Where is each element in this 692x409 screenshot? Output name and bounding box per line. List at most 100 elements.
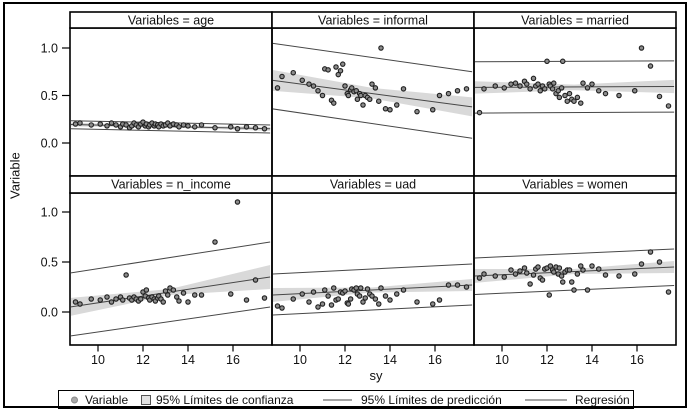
data-point (656, 259, 663, 265)
data-point (330, 285, 337, 291)
data-point (104, 294, 110, 300)
panel-women (475, 248, 675, 298)
data-point (353, 285, 359, 291)
data-point (160, 299, 167, 305)
data-point (234, 199, 241, 205)
data-point (123, 122, 129, 128)
data-point (261, 126, 268, 132)
data-point (549, 86, 556, 92)
facet-strip (473, 175, 677, 194)
data-point (436, 297, 443, 303)
data-point (550, 269, 557, 275)
data-point (481, 271, 487, 277)
prediction-lower-line (273, 108, 473, 139)
panel-married (475, 45, 675, 116)
data-point (589, 81, 595, 87)
data-point (97, 297, 104, 303)
data-point (108, 299, 115, 305)
data-point (665, 103, 672, 109)
data-point (537, 88, 543, 94)
facet-strip-label: Variables = uad (330, 178, 416, 192)
data-point (198, 292, 205, 298)
data-point (665, 289, 672, 295)
data-point (310, 83, 317, 89)
data-point (279, 305, 285, 311)
data-point (574, 271, 581, 277)
facet-strip-label: Variables = married (521, 14, 629, 28)
data-point (347, 296, 354, 302)
data-point (342, 83, 348, 89)
data-point (558, 273, 565, 279)
data-point (261, 295, 268, 301)
data-point (387, 107, 393, 113)
data-point (375, 98, 382, 104)
prediction-lower-line (475, 111, 675, 114)
prediction-lower-line (273, 304, 473, 316)
data-point (445, 90, 452, 97)
data-point (165, 292, 171, 298)
data-point (252, 125, 259, 131)
data-point (656, 93, 663, 100)
data-point (544, 58, 550, 65)
data-point (335, 296, 341, 302)
data-point (345, 92, 352, 99)
data-point (104, 123, 110, 129)
data-point (382, 293, 389, 299)
data-point (364, 286, 371, 292)
data-point (476, 109, 483, 116)
data-point (180, 290, 187, 296)
data-point (138, 296, 144, 302)
data-point (88, 296, 95, 302)
prediction-upper-line (273, 263, 473, 275)
data-point (113, 122, 119, 128)
data-point (113, 296, 119, 302)
data-point (375, 301, 382, 307)
data-point (595, 266, 602, 272)
prediction-line-icon (323, 399, 352, 400)
data-point (393, 291, 400, 297)
data-point (279, 73, 285, 80)
x-tick-label: 14 (383, 353, 397, 367)
data-point (530, 272, 537, 278)
data-point (539, 277, 546, 283)
data-point (571, 98, 577, 104)
data-point (584, 287, 591, 293)
facet-strip-label: Variables = women (522, 178, 628, 192)
data-point (631, 271, 638, 277)
data-point (414, 299, 420, 305)
data-point (77, 301, 83, 307)
x-tick-label: 10 (293, 353, 307, 367)
data-point (501, 85, 507, 91)
data-point (372, 296, 379, 302)
data-point (357, 92, 364, 99)
data-point (198, 122, 205, 128)
data-point (306, 299, 312, 305)
data-point (535, 81, 541, 87)
x-axis-title: sy (369, 368, 383, 383)
data-point (353, 88, 359, 94)
data-point (274, 85, 281, 91)
data-point (492, 273, 498, 279)
legend-label-prediction: 95% Límites de predicción (361, 392, 502, 407)
data-point (321, 287, 328, 293)
facet-strip-label: Variables = n_income (111, 178, 231, 192)
data-point (556, 265, 563, 271)
legend-label-confidence: 95% Límites de confianza (156, 392, 294, 407)
prediction-upper-line (71, 241, 271, 274)
data-point (378, 45, 384, 51)
data-point (414, 108, 420, 115)
data-point (400, 86, 407, 92)
data-point (508, 267, 514, 273)
data-point (162, 288, 169, 294)
data-point (602, 272, 609, 278)
data-point (647, 249, 654, 255)
data-point (556, 94, 563, 101)
data-point (638, 45, 645, 51)
data-point (445, 282, 452, 288)
data-point (616, 92, 622, 99)
data-point (568, 279, 575, 285)
data-point (429, 107, 436, 113)
data-point (616, 273, 622, 279)
data-point (330, 100, 337, 106)
regression-line (273, 79, 473, 108)
